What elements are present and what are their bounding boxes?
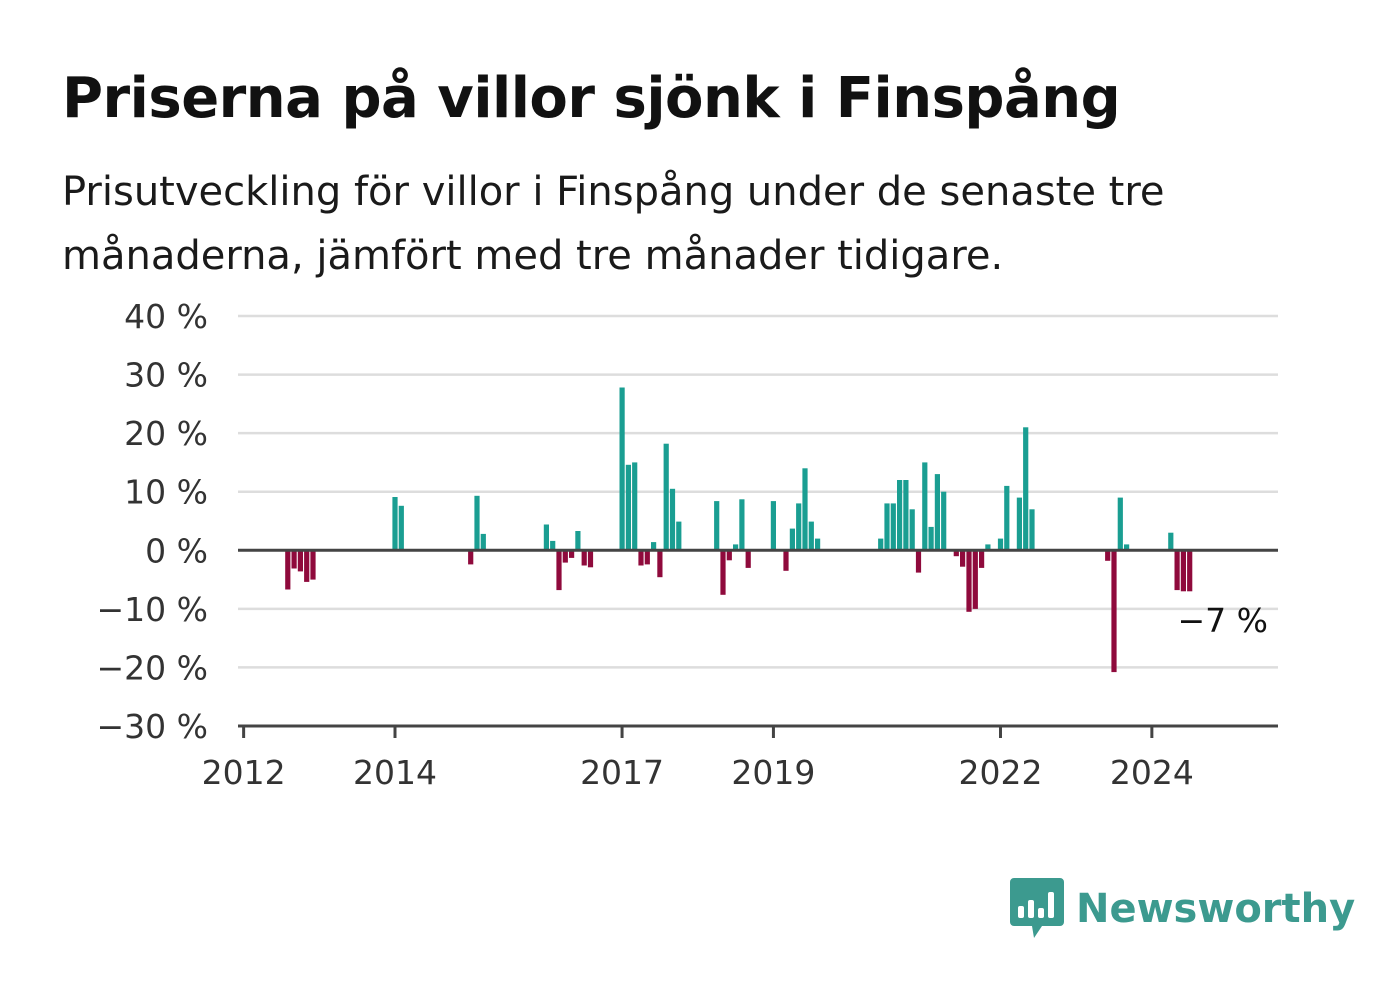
bar (726, 550, 732, 561)
y-tick-label: 20 % (124, 414, 208, 453)
y-tick-label: −10 % (97, 590, 209, 629)
bar (474, 495, 480, 551)
bar (556, 550, 562, 591)
bar (1124, 544, 1130, 551)
bar (953, 550, 959, 557)
bar-chart-speech-bubble-icon (1010, 878, 1064, 938)
bar (638, 550, 644, 566)
chart-title: Priserna på villor sjönk i Finspång (62, 66, 1121, 131)
bar (550, 540, 556, 551)
bar (745, 550, 751, 568)
bar (297, 550, 303, 572)
bar (922, 462, 928, 551)
chart-subtitle: Prisutveckling för villor i Finspång und… (62, 169, 1165, 279)
bar (398, 505, 404, 551)
axes (238, 548, 1278, 738)
bar (480, 533, 486, 551)
bar (941, 491, 947, 551)
bar (796, 503, 802, 551)
y-tick-label: 0 % (145, 531, 208, 570)
bar (997, 538, 1004, 551)
bar (304, 550, 310, 582)
bar (903, 480, 909, 551)
bar (392, 497, 398, 551)
bar (291, 550, 297, 569)
bar (909, 509, 915, 551)
bar (562, 550, 568, 563)
bar (575, 531, 581, 551)
bar (884, 503, 890, 551)
bars (285, 387, 1193, 673)
bar (468, 550, 474, 565)
bar (1105, 550, 1111, 561)
bar (979, 550, 985, 568)
bar (669, 488, 676, 551)
bar (310, 550, 316, 580)
bar (663, 443, 669, 551)
grid-lines (238, 314, 1278, 669)
bar (960, 550, 966, 567)
bar (1023, 427, 1029, 551)
bar (676, 521, 682, 551)
x-tick-label: 2022 (958, 753, 1042, 792)
bar (644, 550, 650, 565)
bar (770, 501, 776, 551)
bar (985, 544, 991, 551)
newsworthy-logo: Newsworthy (1010, 878, 1355, 940)
brand-name: Newsworthy (1076, 886, 1356, 932)
x-tick-label: 2012 (202, 753, 286, 792)
bar (625, 464, 631, 551)
bar (783, 550, 789, 571)
bar (928, 526, 934, 551)
y-tick-label: 30 % (124, 356, 208, 395)
bar (543, 524, 549, 551)
bar (789, 528, 795, 551)
y-tick-label: −20 % (97, 648, 209, 687)
bar (651, 542, 657, 551)
bar (966, 550, 972, 612)
bar (878, 538, 884, 551)
last-value-annotation: −7 % (1178, 601, 1269, 640)
bar (897, 480, 903, 551)
bar (1174, 550, 1180, 591)
x-tick-label: 2014 (353, 753, 437, 792)
bar (1004, 485, 1010, 551)
bar (739, 499, 745, 551)
bar (720, 550, 726, 595)
bar (1187, 550, 1193, 592)
bar (934, 474, 940, 551)
bar (632, 462, 638, 551)
bar (1029, 509, 1035, 551)
bar (1180, 550, 1186, 592)
x-tick-label: 2024 (1110, 753, 1194, 792)
bar (1111, 550, 1117, 673)
y-tick-label: 40 % (124, 297, 208, 336)
bar (581, 550, 587, 566)
bar (1168, 532, 1174, 551)
bar (569, 550, 575, 558)
bar (1117, 497, 1123, 551)
bar (808, 521, 814, 551)
bar (587, 550, 594, 568)
bar (972, 550, 978, 609)
bar (802, 468, 808, 551)
x-tick-label: 2017 (580, 753, 664, 792)
y-tick-label: −30 % (97, 707, 209, 746)
bar (285, 550, 291, 590)
x-tick-label: 2019 (731, 753, 815, 792)
bar (915, 550, 922, 573)
y-tick-label: 10 % (124, 473, 208, 512)
bar (890, 503, 896, 551)
bar (1016, 497, 1022, 551)
bar (815, 538, 821, 551)
tick-labels: 40 % 30 % 20 % 10 % 0 % −10 % −20 % −30 % 2012 20… (97, 297, 1194, 792)
bar (733, 544, 739, 551)
bar (714, 501, 720, 551)
bar (619, 387, 625, 551)
bar (657, 550, 663, 578)
